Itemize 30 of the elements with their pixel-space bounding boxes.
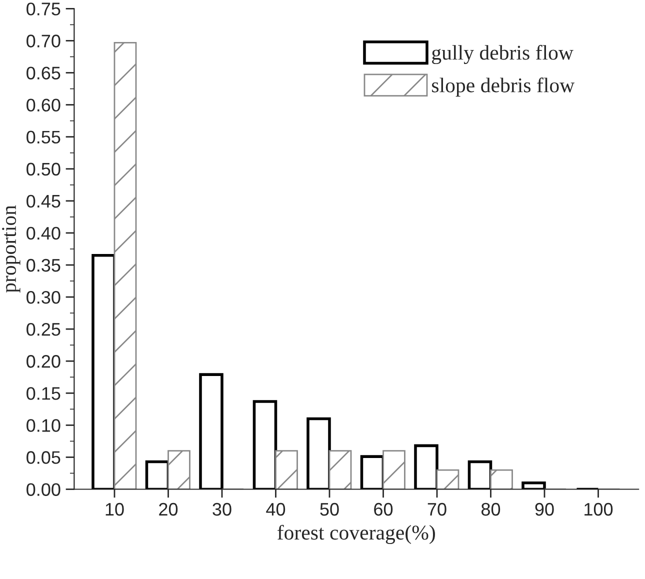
y-tick-label: 0.10: [26, 419, 60, 432]
legend-label: slope debris flow: [432, 78, 575, 97]
x-tick-label: 40: [266, 502, 286, 516]
y-tick-label: 0.20: [26, 355, 60, 368]
x-tick-label: 90: [535, 502, 554, 516]
y-tick-label: 0.30: [26, 290, 60, 304]
x-tick-label: 30: [212, 502, 232, 516]
x-tick-label: 20: [159, 502, 178, 516]
y-tick-label: 0.60: [26, 98, 60, 112]
y-tick-label: 0.45: [26, 194, 60, 208]
y-tick-label: 0.35: [26, 258, 60, 272]
y-tick-label: 0.00: [26, 483, 60, 496]
y-tick-label: 0.70: [26, 34, 60, 48]
legend-label: gully debris flow: [432, 44, 574, 64]
y-axis-title: proportion: [2, 205, 20, 293]
x-tick-label: 10: [106, 502, 124, 516]
y-tick-label: 0.25: [26, 323, 60, 336]
y-tick-label: 0.15: [26, 387, 60, 400]
y-tick-label: 0.50: [26, 162, 60, 176]
x-tick-label: 50: [320, 502, 339, 516]
y-tick-label: 0.55: [26, 130, 60, 144]
x-tick-label: 70: [428, 502, 446, 516]
y-tick-label: 0.75: [26, 2, 60, 16]
x-tick-label: 60: [374, 502, 393, 516]
x-axis-title: forest coverage(%): [277, 524, 435, 544]
y-tick-label: 0.05: [26, 451, 60, 464]
x-tick-label: 100: [584, 502, 613, 516]
x-tick-label: 80: [481, 502, 500, 516]
y-tick-label: 0.40: [26, 226, 60, 240]
y-tick-label: 0.65: [26, 66, 60, 80]
